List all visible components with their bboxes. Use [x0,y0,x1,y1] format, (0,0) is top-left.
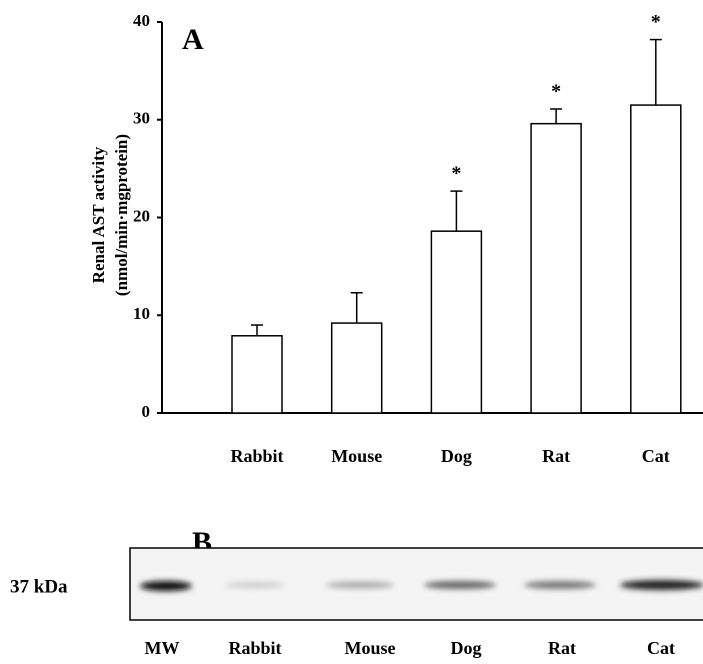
figure: A Renal AST activity (nmol/min·mgprotein… [0,0,703,664]
x-tick-label: Cat [642,446,670,466]
bar [431,231,481,413]
bar [332,323,382,413]
x-tick-label: Rabbit [230,446,283,466]
y-axis-label: (nmol/min·mgprotein) [112,134,131,296]
marker-label: 37 kDa [10,576,68,597]
lane-label: Mouse [345,638,396,658]
lane-label: Rabbit [228,638,281,658]
blot-image [130,548,703,620]
x-tick-label: Rat [542,446,570,466]
lane-label: Rat [548,638,576,658]
bar [531,124,581,413]
x-tick-label: Dog [441,446,472,466]
bar [631,105,681,413]
y-tick-label: 40 [133,11,150,30]
lane-label: Cat [647,638,675,658]
significance-label: * [451,163,461,185]
significance-label: * [651,11,661,33]
y-axis-label: Renal AST activity [89,146,108,283]
y-tick-label: 30 [133,109,150,128]
lane-label: Dog [451,638,482,658]
significance-label: * [551,81,561,103]
panel-label: A [182,23,204,56]
lane-label: MW [145,638,180,658]
bar [232,336,282,413]
y-tick-label: 20 [133,206,150,225]
y-tick-label: 10 [133,304,150,323]
x-tick-label: Mouse [331,446,382,466]
y-tick-label: 0 [142,402,151,421]
